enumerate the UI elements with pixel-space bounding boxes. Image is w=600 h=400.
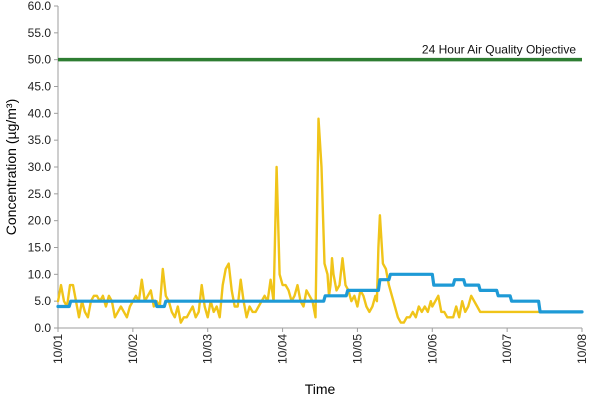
- y-tick-label: 10.0: [28, 267, 52, 281]
- series-layer: [56, 117, 584, 324]
- x-axis-ticks: 10/01 10/02 10/03 10/04 10/05 10/06 10/07 10/08: [51, 328, 589, 364]
- y-tick-label: 45.0: [28, 80, 52, 94]
- air-quality-objective-label: 24 Hour Air Quality Objective: [422, 43, 576, 57]
- y-tick-label: 5.0: [34, 294, 51, 308]
- y-tick-label: 0.0: [34, 321, 51, 335]
- x-tick-label: 10/03: [201, 334, 215, 364]
- y-tick-label: 15.0: [28, 241, 52, 255]
- hourly-concentration-line: [56, 117, 584, 324]
- x-tick-label: 10/05: [350, 334, 364, 364]
- y-tick-label: 35.0: [28, 133, 52, 147]
- x-tick-label: 10/02: [126, 334, 140, 364]
- x-tick-label: 10/06: [425, 334, 439, 364]
- y-tick-label: 25.0: [28, 187, 52, 201]
- x-tick-label: 10/08: [575, 334, 589, 364]
- y-axis-ticks: 0.0 5.0 10.0 15.0 20.0 25.0 30.0 35.0 40.0 45.0 50…: [28, 0, 58, 335]
- y-tick-label: 40.0: [28, 106, 52, 120]
- x-tick-label: 10/04: [276, 334, 290, 364]
- y-tick-label: 20.0: [28, 214, 52, 228]
- x-tick-label: 10/01: [51, 334, 65, 364]
- y-tick-label: 60.0: [28, 0, 52, 13]
- y-tick-label: 55.0: [28, 26, 52, 40]
- y-axis-title: Concentration (µg/m³): [3, 99, 19, 235]
- y-tick-label: 30.0: [28, 160, 52, 174]
- y-tick-label: 50.0: [28, 53, 52, 67]
- x-tick-label: 10/07: [500, 334, 514, 364]
- x-axis-title: Time: [305, 381, 336, 397]
- 24-hour-rolling-average-line: [56, 272, 584, 314]
